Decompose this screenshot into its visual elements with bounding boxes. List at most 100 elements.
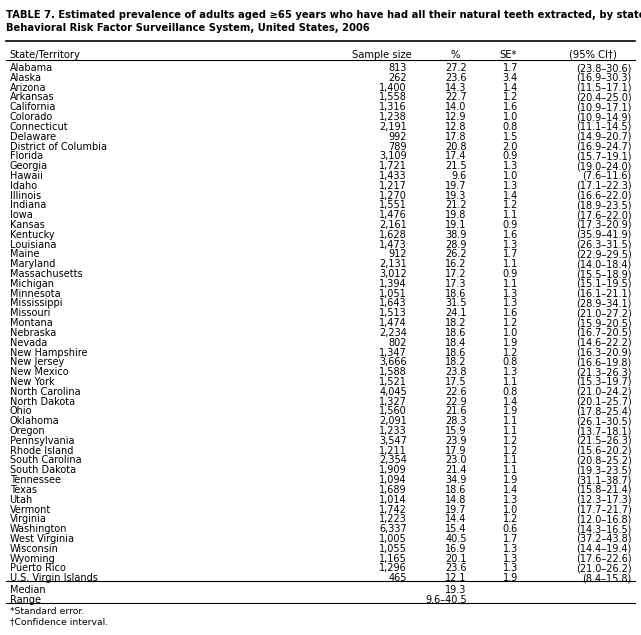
Text: Virginia: Virginia	[10, 514, 47, 525]
Text: Michigan: Michigan	[10, 279, 54, 289]
Text: (12.0–16.8): (12.0–16.8)	[576, 514, 631, 525]
Text: Kansas: Kansas	[10, 220, 44, 230]
Text: District of Columbia: District of Columbia	[10, 142, 106, 152]
Text: 23.8: 23.8	[445, 367, 467, 377]
Text: 1,238: 1,238	[379, 112, 407, 122]
Text: (18.9–23.5): (18.9–23.5)	[576, 201, 631, 210]
Text: 1.1: 1.1	[503, 455, 518, 465]
Text: (12.3–17.3): (12.3–17.3)	[576, 495, 631, 505]
Text: 19.3: 19.3	[445, 585, 467, 595]
Text: 1.3: 1.3	[503, 563, 518, 573]
Text: 18.2: 18.2	[445, 318, 467, 328]
Text: (14.4–19.4): (14.4–19.4)	[576, 544, 631, 554]
Text: 1.4: 1.4	[503, 83, 518, 93]
Text: 21.5: 21.5	[445, 161, 467, 171]
Text: 1.2: 1.2	[503, 446, 518, 456]
Text: (28.9–34.1): (28.9–34.1)	[576, 298, 631, 309]
Text: 1.1: 1.1	[503, 465, 518, 475]
Text: 9.6–40.5: 9.6–40.5	[425, 595, 467, 605]
Text: (15.8–21.4): (15.8–21.4)	[576, 485, 631, 495]
Text: 28.9: 28.9	[445, 239, 467, 250]
Text: Utah: Utah	[10, 495, 33, 505]
Text: (17.6–22.6): (17.6–22.6)	[576, 554, 631, 563]
Text: 28.3: 28.3	[445, 416, 467, 426]
Text: 23.6: 23.6	[445, 73, 467, 83]
Text: Nevada: Nevada	[10, 338, 47, 348]
Text: (15.5–18.9): (15.5–18.9)	[576, 269, 631, 279]
Text: South Carolina: South Carolina	[10, 455, 81, 465]
Text: (14.6–22.2): (14.6–22.2)	[576, 338, 631, 348]
Text: 1,551: 1,551	[379, 201, 407, 210]
Text: Maine: Maine	[10, 250, 39, 260]
Text: 22.6: 22.6	[445, 387, 467, 397]
Text: 1,051: 1,051	[379, 289, 407, 298]
Text: †Confidence interval.: †Confidence interval.	[10, 617, 108, 626]
Text: Rhode Island: Rhode Island	[10, 446, 73, 456]
Text: 1.7: 1.7	[503, 250, 518, 260]
Text: (23.8–30.6): (23.8–30.6)	[576, 63, 631, 73]
Text: 17.8: 17.8	[445, 131, 467, 142]
Text: 1.1: 1.1	[503, 416, 518, 426]
Text: 1.0: 1.0	[503, 504, 518, 514]
Text: 3,547: 3,547	[379, 436, 407, 446]
Text: 1,347: 1,347	[379, 347, 407, 358]
Text: %: %	[451, 50, 460, 60]
Text: 2,234: 2,234	[379, 328, 407, 338]
Text: Wisconsin: Wisconsin	[10, 544, 58, 554]
Text: Idaho: Idaho	[10, 181, 37, 190]
Text: 18.6: 18.6	[445, 485, 467, 495]
Text: (16.1–21.1): (16.1–21.1)	[576, 289, 631, 298]
Text: (16.9–30.3): (16.9–30.3)	[576, 73, 631, 83]
Text: (22.9–29.5): (22.9–29.5)	[576, 250, 631, 260]
Text: 26.2: 26.2	[445, 250, 467, 260]
Text: 1.1: 1.1	[503, 259, 518, 269]
Text: (26.3–31.5): (26.3–31.5)	[576, 239, 631, 250]
Text: 1,742: 1,742	[379, 504, 407, 514]
Text: Iowa: Iowa	[10, 210, 32, 220]
Text: 1,643: 1,643	[379, 298, 407, 309]
Text: 1.9: 1.9	[503, 338, 518, 348]
Text: (16.7–20.5): (16.7–20.5)	[576, 328, 631, 338]
Text: Hawaii: Hawaii	[10, 171, 42, 181]
Text: (17.7–21.7): (17.7–21.7)	[576, 504, 631, 514]
Text: (21.3–26.3): (21.3–26.3)	[576, 367, 631, 377]
Text: (11.5–17.1): (11.5–17.1)	[576, 83, 631, 93]
Text: Alabama: Alabama	[10, 63, 53, 73]
Text: 1.1: 1.1	[503, 426, 518, 436]
Text: Wyoming: Wyoming	[10, 554, 55, 563]
Text: 14.0: 14.0	[445, 102, 467, 112]
Text: 1,316: 1,316	[379, 102, 407, 112]
Text: Mississippi: Mississippi	[10, 298, 62, 309]
Text: (16.6–19.8): (16.6–19.8)	[576, 358, 631, 367]
Text: 24.1: 24.1	[445, 308, 467, 318]
Text: 0.9: 0.9	[503, 269, 518, 279]
Text: (16.6–22.0): (16.6–22.0)	[576, 190, 631, 201]
Text: Tennessee: Tennessee	[10, 475, 61, 485]
Text: 19.8: 19.8	[445, 210, 467, 220]
Text: 31.5: 31.5	[445, 298, 467, 309]
Text: 1,014: 1,014	[379, 495, 407, 505]
Text: 1.9: 1.9	[503, 573, 518, 583]
Text: (14.9–20.7): (14.9–20.7)	[576, 131, 631, 142]
Text: 16.9: 16.9	[445, 544, 467, 554]
Text: U.S. Virgin Islands: U.S. Virgin Islands	[10, 573, 97, 583]
Text: (16.9–24.7): (16.9–24.7)	[576, 142, 631, 152]
Text: 15.4: 15.4	[445, 524, 467, 534]
Text: 1.6: 1.6	[503, 230, 518, 240]
Text: 22.9: 22.9	[445, 397, 467, 406]
Text: 1,223: 1,223	[379, 514, 407, 525]
Text: 3,109: 3,109	[379, 151, 407, 161]
Text: 1,628: 1,628	[379, 230, 407, 240]
Text: 17.2: 17.2	[445, 269, 467, 279]
Text: 4,045: 4,045	[379, 387, 407, 397]
Text: (10.9–14.9): (10.9–14.9)	[576, 112, 631, 122]
Text: 1.3: 1.3	[503, 544, 518, 554]
Text: 1.4: 1.4	[503, 485, 518, 495]
Text: Pennsylvania: Pennsylvania	[10, 436, 74, 446]
Text: 27.2: 27.2	[445, 63, 467, 73]
Text: 2,191: 2,191	[379, 122, 407, 132]
Text: 1,474: 1,474	[379, 318, 407, 328]
Text: (20.1–25.7): (20.1–25.7)	[576, 397, 631, 406]
Text: (17.1–22.3): (17.1–22.3)	[576, 181, 631, 190]
Text: Illinois: Illinois	[10, 190, 41, 201]
